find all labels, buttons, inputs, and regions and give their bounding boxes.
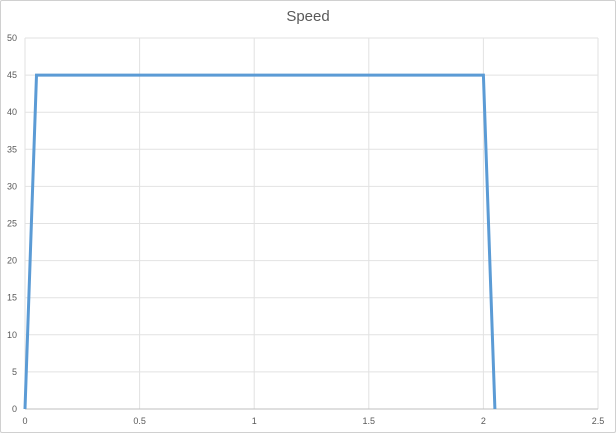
y-tick-label: 15 — [7, 293, 17, 303]
x-tick-label: 0 — [22, 416, 27, 426]
y-tick-label: 50 — [7, 33, 17, 43]
series-layer — [23, 73, 497, 410]
x-tick-label: 0.5 — [133, 416, 146, 426]
y-tick-label: 5 — [12, 367, 17, 377]
x-tick-label: 2.5 — [592, 416, 605, 426]
series-line-0 — [23, 73, 497, 410]
y-tick-label: 40 — [7, 107, 17, 117]
grid-layer — [24, 37, 599, 410]
y-tick-label: 25 — [7, 219, 17, 229]
chart-title: Speed — [286, 8, 330, 25]
y-tick-label: 10 — [7, 330, 17, 340]
axis-layer — [24, 38, 598, 410]
y-tick-label: 0 — [12, 404, 17, 414]
x-tick-label: 1.5 — [363, 416, 376, 426]
y-tick-label: 45 — [7, 70, 17, 80]
y-tick-label: 30 — [7, 181, 17, 191]
x-tick-label: 1 — [252, 416, 257, 426]
label-layer: 0 5 10 15 20 25 30 35 40 45 50 0 0.5 1 1.5 2 2.5 — [7, 33, 604, 426]
y-tick-label: 20 — [7, 256, 17, 266]
y-tick-label: 35 — [7, 144, 17, 154]
x-tick-label: 2 — [481, 416, 486, 426]
